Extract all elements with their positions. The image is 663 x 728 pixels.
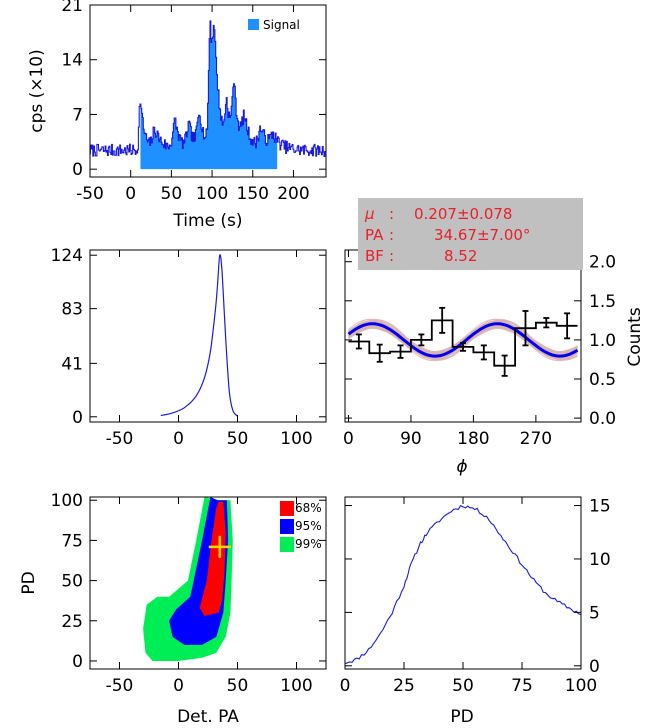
x-tick-label: 0 <box>340 676 351 696</box>
legend-label: 68% <box>295 501 322 515</box>
y-tick-label: 0 <box>72 160 83 180</box>
annotation-colon: : <box>389 226 394 244</box>
x-axis-label: PD <box>450 707 473 727</box>
y-tick-label: 14 <box>61 51 83 71</box>
error-bar <box>355 333 362 350</box>
x-axis-label: Det. PA <box>177 707 239 727</box>
x-tick-label: 150 <box>237 184 269 204</box>
error-bar <box>501 354 508 377</box>
x-axis-label: Time (s) <box>172 211 242 231</box>
pd-posterior-frame <box>344 496 582 670</box>
error-bar <box>480 344 487 361</box>
annotation-colon: : <box>389 247 394 265</box>
x-tick-label: 50 <box>227 429 249 449</box>
annotation-pa-value: 34.67±7.00° <box>434 226 530 244</box>
error-bar <box>376 343 383 363</box>
annotation-pa-label: PA <box>365 226 384 244</box>
annotation-bf-value: 8.52 <box>444 247 477 265</box>
x-axis-label: ϕ <box>456 457 467 477</box>
legend-label: Signal <box>263 18 300 32</box>
x-tick-label: 75 <box>511 676 533 696</box>
pa-posterior-frame <box>89 249 327 423</box>
modulation-frame <box>344 249 582 423</box>
y-tick-label: 25 <box>61 612 83 632</box>
x-tick-label: 100 <box>280 676 312 696</box>
x-tick-label: 0 <box>343 429 354 449</box>
y-tick-label: 0 <box>72 408 83 428</box>
annotation-bf-label: BF <box>365 247 384 265</box>
y-tick-label: 7 <box>72 105 83 125</box>
annotation-colon: : <box>389 205 394 223</box>
y-tick-label: 15 <box>589 497 611 517</box>
y-axis-label: Counts <box>625 307 645 366</box>
posterior-model-curve <box>348 323 578 357</box>
error-bar <box>564 312 571 340</box>
x-tick-label: 100 <box>196 184 228 204</box>
y-tick-label: 1.0 <box>589 331 616 351</box>
x-tick-label: 90 <box>400 429 422 449</box>
x-tick-label: 50 <box>227 676 249 696</box>
pd-posterior-line <box>344 504 582 665</box>
x-tick-label: 100 <box>565 676 597 696</box>
error-bar <box>460 342 466 352</box>
x-tick-label: 50 <box>452 676 474 696</box>
legend-label: 95% <box>295 519 322 533</box>
legend-swatch <box>280 519 294 534</box>
pa-posterior-line <box>160 254 238 417</box>
confidence-region-68 <box>199 501 226 616</box>
x-tick-label: 200 <box>277 184 309 204</box>
y-tick-label: 0.0 <box>589 409 616 429</box>
legend-swatch <box>248 19 259 30</box>
x-tick-label: 25 <box>393 676 415 696</box>
contour-frame <box>89 496 327 670</box>
y-tick-label: 124 <box>51 246 83 266</box>
y-axis-label: PD <box>19 571 39 594</box>
lightcurve-frame <box>89 4 327 178</box>
legend-label: 99% <box>295 537 322 551</box>
error-bar <box>439 306 446 334</box>
annotation-box <box>358 198 583 270</box>
y-tick-label: 0 <box>589 657 600 677</box>
x-tick-label: -50 <box>76 184 104 204</box>
annotation-mu-label: μ <box>364 205 375 223</box>
y-tick-label: 2.0 <box>589 253 616 273</box>
x-tick-label: 100 <box>280 429 312 449</box>
y-tick-label: 1.5 <box>589 292 616 312</box>
x-tick-label: 270 <box>520 429 552 449</box>
x-tick-label: 0 <box>173 676 184 696</box>
legend-swatch <box>280 537 294 552</box>
x-tick-label: 0 <box>173 429 184 449</box>
lightcurve-line <box>89 20 327 157</box>
x-tick-label: -50 <box>106 429 134 449</box>
x-tick-label: 180 <box>457 429 489 449</box>
y-axis-label: cps (×10) <box>27 49 47 133</box>
y-tick-label: 0 <box>72 652 83 672</box>
error-bar <box>522 310 529 347</box>
legend-swatch <box>280 501 294 516</box>
y-tick-label: 50 <box>61 572 83 592</box>
error-bar <box>418 333 425 347</box>
y-tick-label: 0.5 <box>589 370 616 390</box>
x-tick-label: 50 <box>161 184 183 204</box>
y-tick-label: 75 <box>61 531 83 551</box>
x-tick-label: -50 <box>106 676 134 696</box>
y-tick-label: 5 <box>589 603 600 623</box>
x-tick-label: 0 <box>125 184 136 204</box>
y-tick-label: 10 <box>589 550 611 570</box>
y-tick-label: 41 <box>61 354 83 374</box>
annotation-mu-value: 0.207±0.078 <box>414 205 512 223</box>
y-tick-label: 83 <box>61 300 83 320</box>
y-tick-label: 100 <box>51 491 83 511</box>
error-bar <box>543 317 550 329</box>
y-tick-label: 21 <box>61 0 83 16</box>
error-bar <box>397 344 404 359</box>
